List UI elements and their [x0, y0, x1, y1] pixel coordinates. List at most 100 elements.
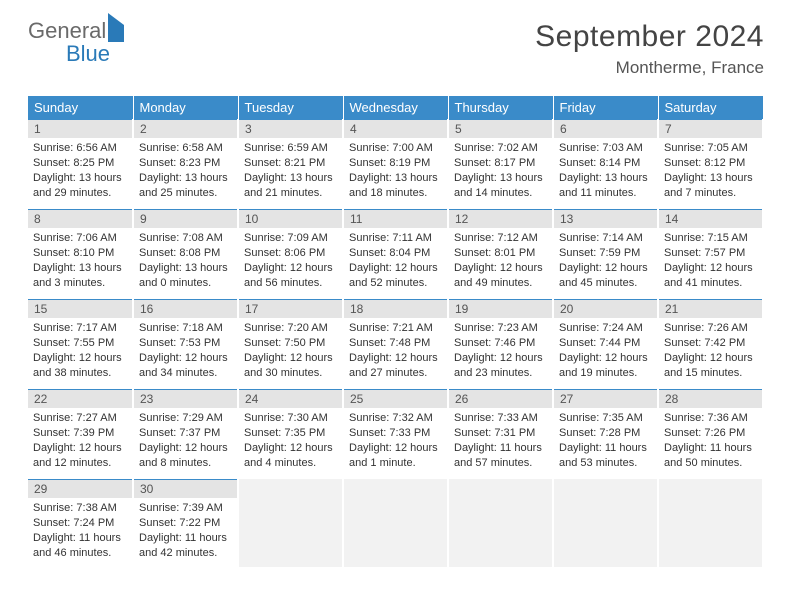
sunrise: Sunrise: 7:32 AM	[349, 411, 442, 426]
daylight: Daylight: 12 hours and 1 minute.	[349, 441, 442, 471]
day-data: Sunrise: 7:03 AMSunset: 8:14 PMDaylight:…	[554, 138, 657, 204]
day-number: 30	[134, 479, 237, 498]
calendar-cell	[448, 478, 553, 568]
daylight: Daylight: 12 hours and 12 minutes.	[33, 441, 127, 471]
day-data: Sunrise: 7:32 AMSunset: 7:33 PMDaylight:…	[344, 408, 447, 474]
sunrise: Sunrise: 7:02 AM	[454, 141, 547, 156]
calendar-body: 1Sunrise: 6:56 AMSunset: 8:25 PMDaylight…	[28, 119, 763, 568]
sunrise: Sunrise: 7:23 AM	[454, 321, 547, 336]
daylight: Daylight: 12 hours and 41 minutes.	[664, 261, 757, 291]
daylight: Daylight: 13 hours and 0 minutes.	[139, 261, 232, 291]
sunrise: Sunrise: 7:20 AM	[244, 321, 337, 336]
sunset: Sunset: 7:31 PM	[454, 426, 547, 441]
sunrise: Sunrise: 7:21 AM	[349, 321, 442, 336]
day-number: 3	[239, 119, 342, 138]
dh-sun: Sunday	[28, 96, 133, 119]
day-number: 23	[134, 389, 237, 408]
day-number: 22	[28, 389, 132, 408]
calendar-cell: 10Sunrise: 7:09 AMSunset: 8:06 PMDayligh…	[238, 208, 343, 298]
sunrise: Sunrise: 7:12 AM	[454, 231, 547, 246]
month-title: September 2024	[535, 20, 764, 54]
sunrise: Sunrise: 7:30 AM	[244, 411, 337, 426]
daylight: Daylight: 12 hours and 23 minutes.	[454, 351, 547, 381]
calendar-row: 29Sunrise: 7:38 AMSunset: 7:24 PMDayligh…	[28, 478, 763, 568]
day-number: 13	[554, 209, 657, 228]
logo: General Blue	[28, 20, 124, 66]
day-data: Sunrise: 6:56 AMSunset: 8:25 PMDaylight:…	[28, 138, 132, 204]
sunset: Sunset: 7:42 PM	[664, 336, 757, 351]
calendar-table: Sunday Monday Tuesday Wednesday Thursday…	[28, 96, 764, 569]
sunrise: Sunrise: 7:39 AM	[139, 501, 232, 516]
day-data: Sunrise: 7:29 AMSunset: 7:37 PMDaylight:…	[134, 408, 237, 474]
day-data: Sunrise: 7:20 AMSunset: 7:50 PMDaylight:…	[239, 318, 342, 384]
sunset: Sunset: 7:44 PM	[559, 336, 652, 351]
day-data: Sunrise: 7:05 AMSunset: 8:12 PMDaylight:…	[659, 138, 762, 204]
daylight: Daylight: 11 hours and 53 minutes.	[559, 441, 652, 471]
day-number: 17	[239, 299, 342, 318]
day-data: Sunrise: 7:08 AMSunset: 8:08 PMDaylight:…	[134, 228, 237, 294]
daylight: Daylight: 12 hours and 49 minutes.	[454, 261, 547, 291]
dh-tue: Tuesday	[238, 96, 343, 119]
calendar-cell: 2Sunrise: 6:58 AMSunset: 8:23 PMDaylight…	[133, 119, 238, 208]
sunset: Sunset: 8:12 PM	[664, 156, 757, 171]
sunset: Sunset: 8:23 PM	[139, 156, 232, 171]
sunrise: Sunrise: 7:06 AM	[33, 231, 127, 246]
day-data: Sunrise: 6:59 AMSunset: 8:21 PMDaylight:…	[239, 138, 342, 204]
day-data: Sunrise: 7:14 AMSunset: 7:59 PMDaylight:…	[554, 228, 657, 294]
calendar-cell: 4Sunrise: 7:00 AMSunset: 8:19 PMDaylight…	[343, 119, 448, 208]
sunset: Sunset: 7:59 PM	[559, 246, 652, 261]
sunset: Sunset: 8:06 PM	[244, 246, 337, 261]
day-data: Sunrise: 7:26 AMSunset: 7:42 PMDaylight:…	[659, 318, 762, 384]
day-data: Sunrise: 7:36 AMSunset: 7:26 PMDaylight:…	[659, 408, 762, 474]
calendar-cell	[238, 478, 343, 568]
dh-mon: Monday	[133, 96, 238, 119]
calendar-cell: 20Sunrise: 7:24 AMSunset: 7:44 PMDayligh…	[553, 298, 658, 388]
daylight: Daylight: 12 hours and 15 minutes.	[664, 351, 757, 381]
sunrise: Sunrise: 7:08 AM	[139, 231, 232, 246]
calendar-cell: 3Sunrise: 6:59 AMSunset: 8:21 PMDaylight…	[238, 119, 343, 208]
calendar-cell: 28Sunrise: 7:36 AMSunset: 7:26 PMDayligh…	[658, 388, 763, 478]
sunset: Sunset: 7:37 PM	[139, 426, 232, 441]
dh-sat: Saturday	[658, 96, 763, 119]
calendar-cell: 23Sunrise: 7:29 AMSunset: 7:37 PMDayligh…	[133, 388, 238, 478]
calendar-cell: 13Sunrise: 7:14 AMSunset: 7:59 PMDayligh…	[553, 208, 658, 298]
dh-wed: Wednesday	[343, 96, 448, 119]
day-header-row: Sunday Monday Tuesday Wednesday Thursday…	[28, 96, 763, 119]
day-number: 25	[344, 389, 447, 408]
calendar-cell: 30Sunrise: 7:39 AMSunset: 7:22 PMDayligh…	[133, 478, 238, 568]
dh-fri: Friday	[553, 96, 658, 119]
day-data: Sunrise: 7:38 AMSunset: 7:24 PMDaylight:…	[28, 498, 132, 564]
daylight: Daylight: 13 hours and 11 minutes.	[559, 171, 652, 201]
sunset: Sunset: 7:57 PM	[664, 246, 757, 261]
calendar-cell	[658, 478, 763, 568]
calendar-cell: 16Sunrise: 7:18 AMSunset: 7:53 PMDayligh…	[133, 298, 238, 388]
day-number: 21	[659, 299, 762, 318]
day-data: Sunrise: 7:06 AMSunset: 8:10 PMDaylight:…	[28, 228, 132, 294]
sunrise: Sunrise: 7:35 AM	[559, 411, 652, 426]
sunset: Sunset: 8:10 PM	[33, 246, 127, 261]
day-data: Sunrise: 7:39 AMSunset: 7:22 PMDaylight:…	[134, 498, 237, 564]
calendar-cell: 14Sunrise: 7:15 AMSunset: 7:57 PMDayligh…	[658, 208, 763, 298]
day-data: Sunrise: 7:23 AMSunset: 7:46 PMDaylight:…	[449, 318, 552, 384]
daylight: Daylight: 13 hours and 21 minutes.	[244, 171, 337, 201]
sunset: Sunset: 7:35 PM	[244, 426, 337, 441]
calendar-cell: 1Sunrise: 6:56 AMSunset: 8:25 PMDaylight…	[28, 119, 133, 208]
sunrise: Sunrise: 7:03 AM	[559, 141, 652, 156]
day-data: Sunrise: 6:58 AMSunset: 8:23 PMDaylight:…	[134, 138, 237, 204]
sunset: Sunset: 8:14 PM	[559, 156, 652, 171]
day-number: 16	[134, 299, 237, 318]
sunset: Sunset: 7:33 PM	[349, 426, 442, 441]
sunrise: Sunrise: 7:17 AM	[33, 321, 127, 336]
sunrise: Sunrise: 6:59 AM	[244, 141, 337, 156]
daylight: Daylight: 12 hours and 34 minutes.	[139, 351, 232, 381]
daylight: Daylight: 12 hours and 56 minutes.	[244, 261, 337, 291]
day-data: Sunrise: 7:30 AMSunset: 7:35 PMDaylight:…	[239, 408, 342, 474]
daylight: Daylight: 11 hours and 50 minutes.	[664, 441, 757, 471]
daylight: Daylight: 13 hours and 18 minutes.	[349, 171, 442, 201]
day-number: 27	[554, 389, 657, 408]
sunrise: Sunrise: 6:56 AM	[33, 141, 127, 156]
calendar-row: 1Sunrise: 6:56 AMSunset: 8:25 PMDaylight…	[28, 119, 763, 208]
calendar-cell: 5Sunrise: 7:02 AMSunset: 8:17 PMDaylight…	[448, 119, 553, 208]
sunset: Sunset: 7:50 PM	[244, 336, 337, 351]
daylight: Daylight: 13 hours and 14 minutes.	[454, 171, 547, 201]
